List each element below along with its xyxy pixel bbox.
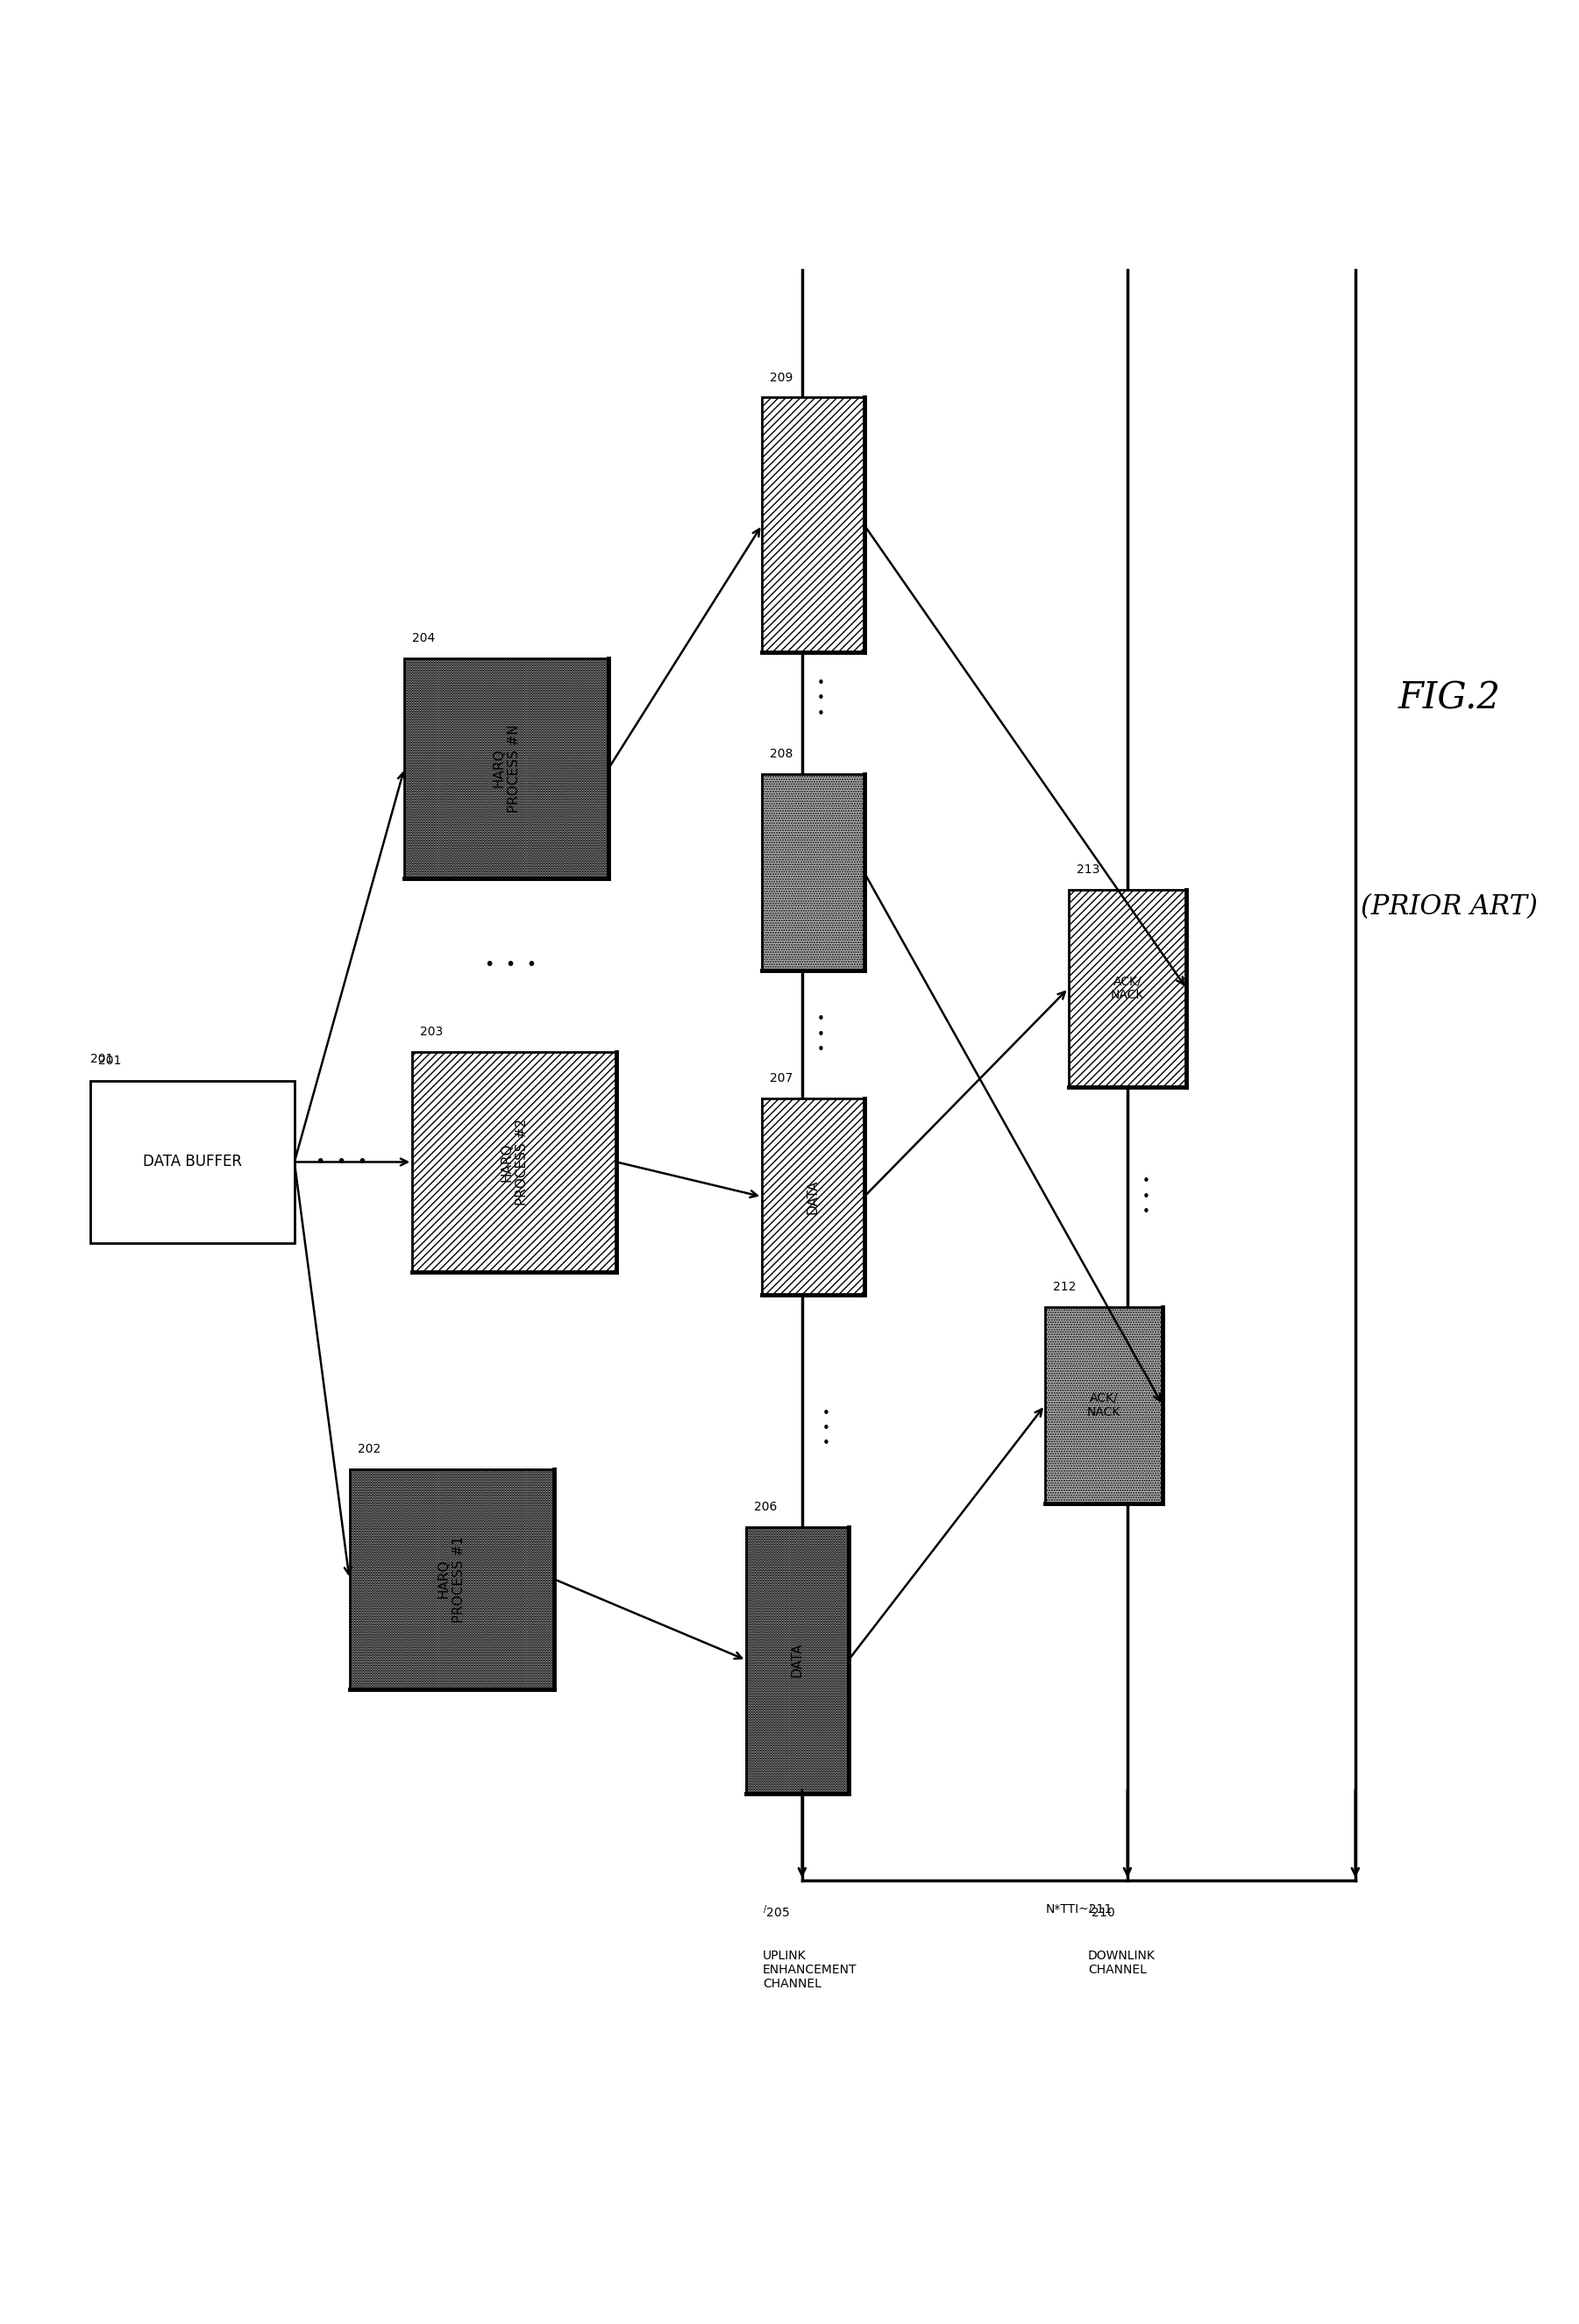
Text: 207: 207 bbox=[771, 1071, 793, 1085]
Bar bbox=[747, 1527, 848, 1794]
Text: UPLINK
ENHANCEMENT
CHANNEL: UPLINK ENHANCEMENT CHANNEL bbox=[763, 1950, 857, 1989]
Bar bbox=[763, 774, 864, 971]
Bar bbox=[404, 658, 609, 878]
Text: 202: 202 bbox=[357, 1443, 381, 1455]
Text: •
•
•: • • • bbox=[816, 1013, 824, 1057]
Bar bbox=[90, 1081, 294, 1243]
Bar bbox=[412, 1053, 617, 1271]
Text: •  •  •: • • • bbox=[316, 1153, 368, 1171]
Text: DATA BUFFER: DATA BUFFER bbox=[142, 1155, 242, 1169]
Bar bbox=[1069, 890, 1186, 1088]
Text: ACK/
NACK: ACK/ NACK bbox=[1110, 976, 1145, 1002]
Text: 212: 212 bbox=[1053, 1281, 1075, 1292]
Text: 206: 206 bbox=[755, 1501, 777, 1513]
Text: •
•
•: • • • bbox=[816, 676, 824, 720]
Text: 201: 201 bbox=[98, 1055, 122, 1067]
Text: 203: 203 bbox=[420, 1025, 444, 1039]
Text: $\mathsf{^{/}205}$: $\mathsf{^{/}205}$ bbox=[763, 1903, 790, 1920]
Text: HARQ
PROCESS #2: HARQ PROCESS #2 bbox=[501, 1118, 529, 1206]
Text: $\mathsf{^{/}210}$: $\mathsf{^{/}210}$ bbox=[1088, 1903, 1115, 1920]
Bar bbox=[1045, 1306, 1162, 1504]
Text: DATA: DATA bbox=[807, 1181, 820, 1213]
Text: 213: 213 bbox=[1077, 865, 1099, 876]
Text: 209: 209 bbox=[771, 372, 793, 383]
Text: •  •  •: • • • bbox=[485, 957, 537, 974]
Bar bbox=[349, 1469, 554, 1690]
Text: DATA: DATA bbox=[791, 1643, 804, 1678]
Text: 204: 204 bbox=[412, 632, 436, 644]
Bar bbox=[763, 1099, 864, 1294]
Text: 201: 201 bbox=[90, 1053, 114, 1064]
Text: (PRIOR ART): (PRIOR ART) bbox=[1361, 892, 1538, 920]
Bar bbox=[763, 397, 864, 653]
Text: N*TTI~211: N*TTI~211 bbox=[1045, 1903, 1112, 1915]
Text: •
•
•: • • • bbox=[821, 1406, 829, 1450]
Text: •
•
•: • • • bbox=[1142, 1176, 1150, 1218]
Text: ACK/
NACK: ACK/ NACK bbox=[1086, 1392, 1121, 1418]
Text: HARQ
PROCESS #1: HARQ PROCESS #1 bbox=[437, 1536, 466, 1622]
Text: HARQ
PROCESS #N: HARQ PROCESS #N bbox=[493, 725, 521, 813]
Text: 208: 208 bbox=[771, 748, 793, 760]
Text: FIG.2: FIG.2 bbox=[1399, 681, 1502, 718]
Text: DOWNLINK
CHANNEL: DOWNLINK CHANNEL bbox=[1088, 1950, 1156, 1975]
